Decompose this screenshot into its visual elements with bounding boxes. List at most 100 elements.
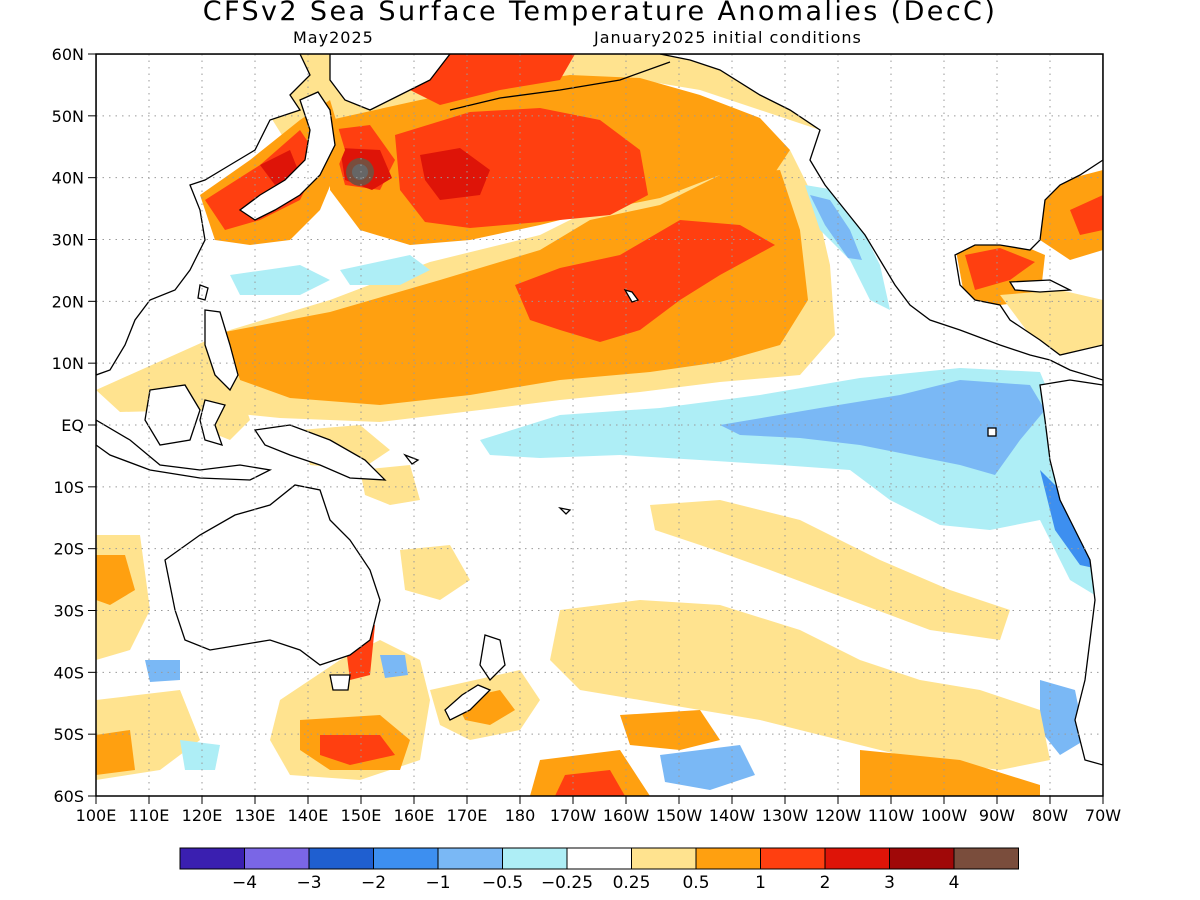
colorbar-swatch — [631, 847, 697, 870]
cold-anomaly-region — [180, 740, 220, 770]
longitude-label: 130E — [235, 806, 276, 825]
longitude-label: 110W — [868, 806, 915, 825]
map-title: CFSv2 Sea Surface Temperature Anomalies … — [202, 0, 998, 27]
colorbar-label: −4 — [232, 873, 257, 893]
colorbar-label: −1 — [425, 873, 450, 893]
north-america — [659, 54, 1103, 381]
warm-anomaly-region — [320, 735, 395, 765]
cold-anomaly-region — [810, 195, 862, 260]
colorbar-swatch — [566, 847, 632, 870]
cuba — [1008, 279, 1073, 293]
cold-anomaly-region — [720, 380, 1045, 475]
latitude-label: 10S — [53, 478, 84, 497]
colorbar-swatch — [502, 847, 568, 870]
colorbar-label: 1 — [755, 873, 766, 893]
latitude-label: 50S — [53, 725, 84, 744]
new-guinea — [253, 424, 387, 481]
longitude-label: 130W — [762, 806, 809, 825]
cold-anomaly-region — [230, 265, 330, 295]
longitude-axis: 100E 110E 120E 130E 140E 150E 160E 170E 180 170W 1… — [76, 796, 1121, 825]
longitude-label: 150W — [656, 806, 703, 825]
warm-anomaly-region — [1000, 290, 1103, 365]
sulawesi — [199, 399, 226, 446]
indonesia — [96, 419, 273, 481]
colorbar-label: 3 — [884, 873, 895, 893]
new-zealand — [479, 634, 506, 682]
philippines — [204, 309, 239, 392]
warm-anomaly-region — [1040, 170, 1103, 260]
latitude-label: 30N — [52, 231, 84, 250]
longitude-label: 120W — [815, 806, 862, 825]
latitude-label: 10N — [52, 354, 84, 373]
warm-anomaly-region — [650, 500, 1010, 640]
warm-anomaly-region — [96, 555, 135, 605]
longitude-label: 150E — [341, 806, 382, 825]
colorbar-swatch — [824, 847, 890, 870]
solomon-islands — [403, 453, 420, 465]
forecast-month: May2025 — [293, 28, 374, 47]
longitude-label: 70W — [1085, 806, 1121, 825]
new-zealand-south — [444, 684, 492, 721]
warm-anomaly-region — [96, 730, 135, 775]
latitude-label: 20N — [52, 292, 84, 311]
latitude-label: 60S — [53, 787, 84, 806]
colorbar-label: −3 — [296, 873, 321, 893]
hawaii — [623, 288, 640, 303]
colorbar-swatch — [179, 847, 245, 870]
south-america — [1039, 379, 1103, 766]
colorbar: −4 −3 −2 −1 −0.5 −0.25 0.25 0.5 1 2 3 4 — [179, 847, 1019, 893]
longitude-label: 160E — [394, 806, 435, 825]
graticule — [96, 54, 1103, 796]
warm-anomaly-region — [395, 108, 648, 228]
cold-anomaly-region — [145, 660, 180, 682]
longitude-label: 140E — [288, 806, 329, 825]
borneo — [144, 384, 201, 446]
warm-anomaly-region — [965, 248, 1035, 290]
aleutian-islands — [449, 61, 671, 111]
colorbar-label: −0.5 — [482, 873, 523, 893]
colorbar-label: −2 — [361, 873, 386, 893]
warm-anomaly-region — [1070, 195, 1103, 235]
kamchatka — [329, 54, 451, 111]
warm-anomaly-region — [400, 545, 470, 600]
australia — [164, 484, 381, 666]
colorbar-label: 2 — [820, 873, 831, 893]
longitude-label: 110E — [129, 806, 170, 825]
cold-anomaly-region — [340, 255, 430, 285]
longitude-label: 160W — [603, 806, 650, 825]
fiji — [558, 506, 572, 515]
latitude-label: EQ — [61, 416, 84, 435]
longitude-label: 170E — [447, 806, 488, 825]
latitude-label: 30S — [53, 602, 84, 621]
colorbar-label: −0.25 — [541, 873, 593, 893]
warm-anomaly-region — [550, 600, 1050, 770]
colorbar-label: 0.5 — [682, 873, 709, 893]
colorbar-swatch — [244, 847, 310, 870]
longitude-label: 100W — [921, 806, 968, 825]
colorbar-swatch — [373, 847, 439, 870]
colorbar-label: 4 — [949, 873, 960, 893]
latitude-label: 60N — [52, 45, 84, 64]
warm-anomaly-region — [420, 148, 490, 200]
colorbar-swatch — [308, 847, 374, 870]
colorbar-swatch — [695, 847, 761, 870]
warm-anomaly-region — [405, 54, 575, 105]
colorbar-swatch — [760, 847, 826, 870]
initial-conditions: January2025 initial conditions — [594, 28, 862, 47]
colorbar-label: 0.25 — [613, 873, 651, 893]
colorbar-swatch — [889, 847, 955, 870]
longitude-label: 170W — [550, 806, 597, 825]
longitude-label: 100E — [76, 806, 117, 825]
longitude-label: 140W — [709, 806, 756, 825]
tasmania — [329, 674, 351, 691]
cold-anomaly-region — [660, 745, 755, 790]
colorbar-swatch — [437, 847, 503, 870]
latitude-label: 50N — [52, 107, 84, 126]
warm-anomaly-region — [860, 750, 1040, 796]
latitude-label: 20S — [53, 540, 84, 559]
colorbar-swatch — [953, 847, 1019, 870]
latitude-axis: 60N 50N 40N 30N 20N 10N EQ 10S 20S 30S 40S 50S 60S — [52, 45, 96, 806]
cold-anomaly-region — [1040, 680, 1085, 755]
latitude-label: 40S — [53, 663, 84, 682]
